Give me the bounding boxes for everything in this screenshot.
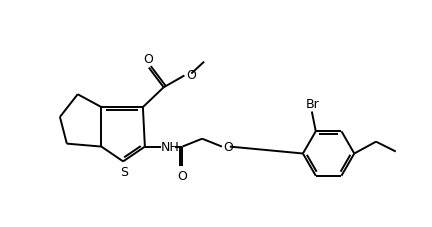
Text: Br: Br (306, 97, 320, 110)
Text: S: S (120, 166, 128, 179)
Text: O: O (143, 52, 153, 65)
Text: O: O (186, 69, 196, 82)
Text: NH: NH (161, 141, 179, 153)
Text: O: O (223, 141, 233, 153)
Text: O: O (178, 170, 187, 183)
